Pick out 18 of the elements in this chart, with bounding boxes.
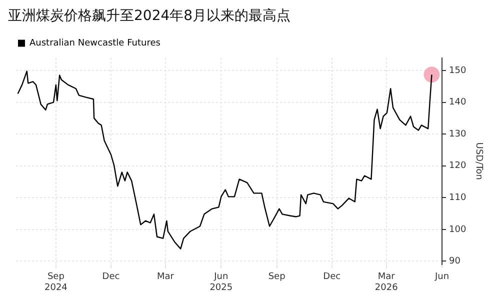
x-tick-label: Dec: [102, 272, 120, 282]
x-tick-label: Jun 2025: [210, 272, 233, 293]
y-tick-label: 100: [449, 224, 466, 235]
legend-label: Australian Newcastle Futures: [30, 38, 161, 49]
x-tick-label: Jun: [434, 272, 450, 282]
y-axis-title: USD/Ton: [473, 142, 484, 180]
y-tick-label: 140: [449, 98, 466, 108]
x-tick-label: Sep: [268, 272, 286, 282]
y-tick-label: 120: [449, 161, 466, 172]
x-tick-label: Mar: [156, 272, 174, 282]
y-tick-label: 130: [449, 129, 466, 140]
y-tick-label: 110: [449, 192, 466, 203]
x-tick-label: Dec: [323, 272, 341, 282]
x-tick-label: Sep 2024: [44, 272, 68, 293]
x-tick-label: Mar 2026: [374, 272, 398, 293]
y-tick-label: 150: [449, 66, 466, 76]
y-tick-label: 90: [449, 256, 461, 267]
chart-title: 亚洲煤炭价格飙升至2024年8月以来的最高点: [8, 8, 291, 24]
